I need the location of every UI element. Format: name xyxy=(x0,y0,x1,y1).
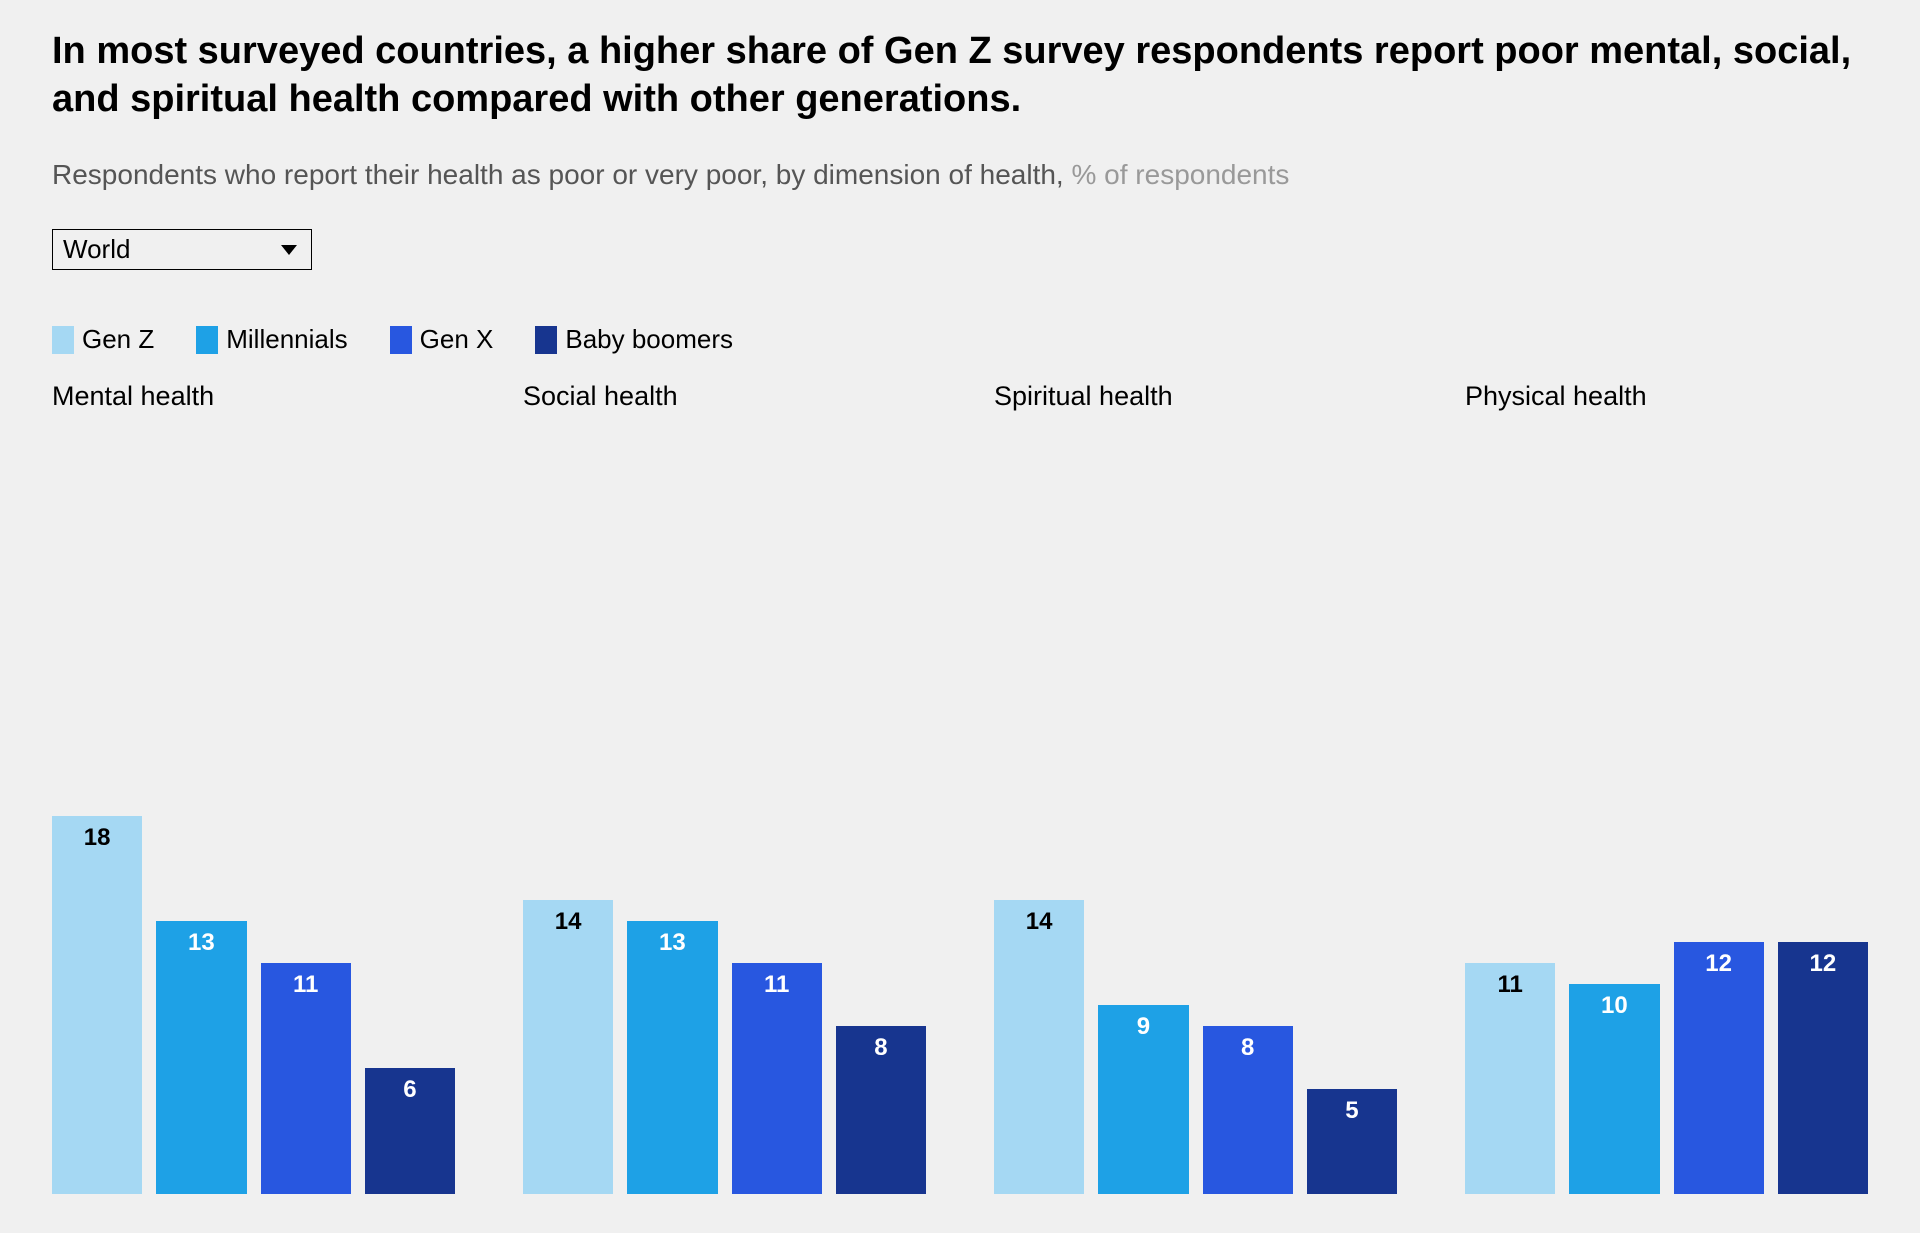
chart-panel: Social health 14 13 11 8 xyxy=(523,381,926,1194)
bar: 13 xyxy=(156,424,246,1194)
bar-fill: 12 xyxy=(1674,942,1764,1194)
bar: 18 xyxy=(52,424,142,1194)
region-filter-value: World xyxy=(63,234,130,265)
bar-fill: 6 xyxy=(365,1068,455,1194)
legend-label: Gen X xyxy=(420,324,494,355)
panel-title: Spiritual health xyxy=(994,381,1397,412)
legend-item: Millennials xyxy=(196,324,347,355)
bar-fill: 13 xyxy=(627,921,717,1194)
chart-area: 14 98 5 xyxy=(994,424,1397,1194)
bar: 11 xyxy=(261,424,351,1194)
panel-title: Social health xyxy=(523,381,926,412)
bar-fill: 8 xyxy=(836,1026,926,1194)
bar-value-label: 11 xyxy=(732,971,822,999)
bar: 5 xyxy=(1307,424,1397,1194)
bar: 8 xyxy=(836,424,926,1194)
legend-swatch xyxy=(535,326,557,354)
bar-fill: 11 xyxy=(261,963,351,1194)
bar-value-label: 9 xyxy=(1098,1013,1188,1041)
subtitle-unit: % of respondents xyxy=(1071,159,1289,190)
region-filter-dropdown[interactable]: World xyxy=(52,229,312,270)
legend-item: Gen Z xyxy=(52,324,154,355)
bar-fill: 9 xyxy=(1098,1005,1188,1194)
legend-swatch xyxy=(196,326,218,354)
bar-value-label: 10 xyxy=(1569,992,1659,1020)
bar-value-label: 11 xyxy=(261,971,351,999)
chart-panel: Physical health 11 10 12 12 xyxy=(1465,381,1868,1194)
bar: 8 xyxy=(1203,424,1293,1194)
bar-value-label: 12 xyxy=(1674,950,1764,978)
legend-label: Millennials xyxy=(226,324,347,355)
chart-panel: Mental health 18 13 11 6 xyxy=(52,381,455,1194)
bar-value-label: 14 xyxy=(523,908,613,936)
bar-fill: 11 xyxy=(1465,963,1555,1194)
bar: 13 xyxy=(627,424,717,1194)
bar: 12 xyxy=(1778,424,1868,1194)
bar-value-label: 6 xyxy=(365,1076,455,1104)
bar-value-label: 13 xyxy=(156,929,246,957)
bar: 14 xyxy=(994,424,1084,1194)
legend-swatch xyxy=(52,326,74,354)
bar-fill: 5 xyxy=(1307,1089,1397,1194)
chart-title: In most surveyed countries, a higher sha… xyxy=(52,28,1852,123)
bar: 11 xyxy=(1465,424,1555,1194)
chart-area: 14 13 11 8 xyxy=(523,424,926,1194)
bar-fill: 18 xyxy=(52,816,142,1194)
bar-value-label: 8 xyxy=(1203,1034,1293,1062)
bar-group: 18 13 11 6 xyxy=(52,424,455,1194)
bar-fill: 14 xyxy=(994,900,1084,1194)
chart-area: 18 13 11 6 xyxy=(52,424,455,1194)
bar-value-label: 18 xyxy=(52,824,142,852)
bar: 9 xyxy=(1098,424,1188,1194)
legend-item: Gen X xyxy=(390,324,494,355)
bar-fill: 11 xyxy=(732,963,822,1194)
bar-group: 14 98 5 xyxy=(994,424,1397,1194)
legend: Gen Z Millennials Gen X Baby boomers xyxy=(52,324,1868,355)
bar-fill: 14 xyxy=(523,900,613,1194)
bar-value-label: 12 xyxy=(1778,950,1868,978)
bar-fill: 8 xyxy=(1203,1026,1293,1194)
panel-title: Physical health xyxy=(1465,381,1868,412)
chart-panel: Spiritual health 14 98 5 xyxy=(994,381,1397,1194)
bar-value-label: 8 xyxy=(836,1034,926,1062)
chevron-down-icon xyxy=(281,245,297,255)
subtitle-main: Respondents who report their health as p… xyxy=(52,159,1071,190)
bar-fill: 13 xyxy=(156,921,246,1194)
bar: 14 xyxy=(523,424,613,1194)
bar-value-label: 13 xyxy=(627,929,717,957)
chart-area: 11 10 12 12 xyxy=(1465,424,1868,1194)
legend-label: Baby boomers xyxy=(565,324,733,355)
bar: 12 xyxy=(1674,424,1764,1194)
bar: 6 xyxy=(365,424,455,1194)
legend-item: Baby boomers xyxy=(535,324,733,355)
chart-subtitle: Respondents who report their health as p… xyxy=(52,159,1868,191)
bar: 10 xyxy=(1569,424,1659,1194)
bar-fill: 12 xyxy=(1778,942,1868,1194)
panel-title: Mental health xyxy=(52,381,455,412)
bar: 11 xyxy=(732,424,822,1194)
legend-label: Gen Z xyxy=(82,324,154,355)
bar-fill: 10 xyxy=(1569,984,1659,1194)
chart-panels: Mental health 18 13 11 6 Social health 14 13 11 8… xyxy=(52,381,1868,1194)
bar-value-label: 14 xyxy=(994,908,1084,936)
bar-value-label: 11 xyxy=(1465,971,1555,999)
bar-value-label: 5 xyxy=(1307,1097,1397,1125)
bar-group: 14 13 11 8 xyxy=(523,424,926,1194)
legend-swatch xyxy=(390,326,412,354)
bar-group: 11 10 12 12 xyxy=(1465,424,1868,1194)
